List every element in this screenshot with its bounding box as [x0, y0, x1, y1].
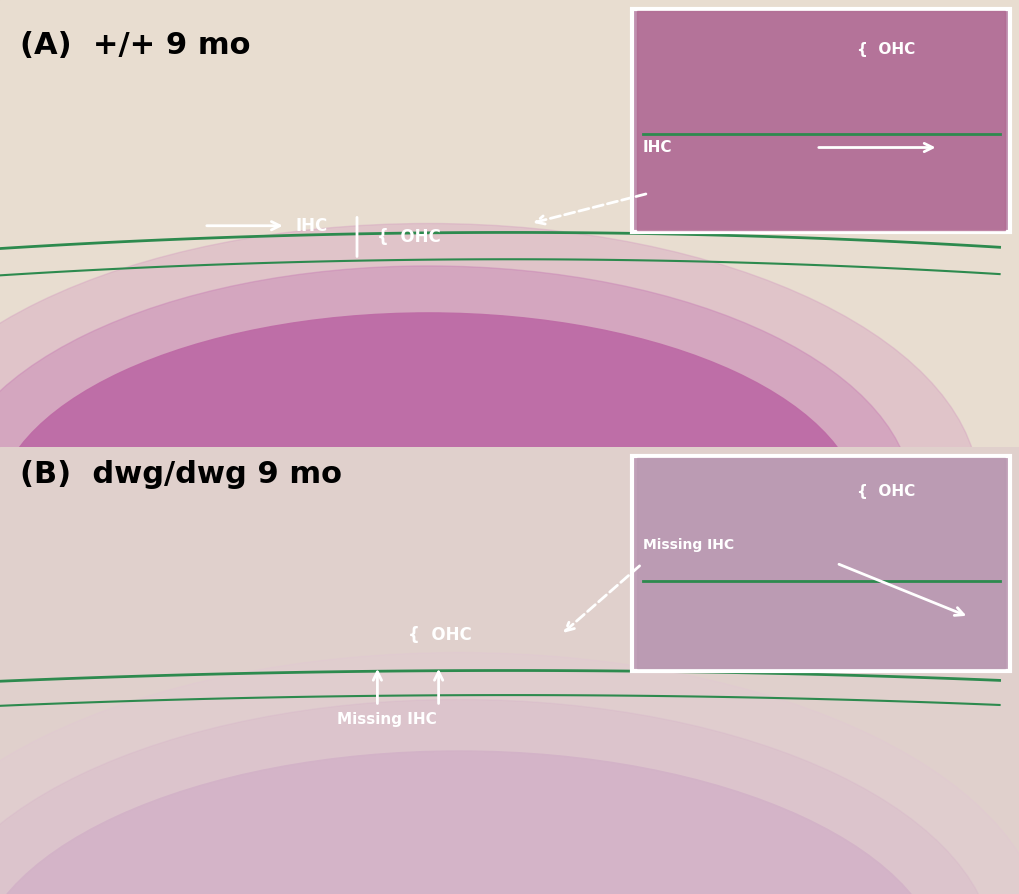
- Text: (A)  +/+ 9 mo: (A) +/+ 9 mo: [20, 31, 251, 60]
- Bar: [632, 456, 1009, 670]
- Text: {  OHC: { OHC: [856, 42, 914, 56]
- Ellipse shape: [0, 751, 943, 894]
- Text: {  OHC: { OHC: [408, 626, 472, 644]
- Text: {  OHC: { OHC: [377, 228, 441, 246]
- Text: IHC: IHC: [296, 216, 328, 235]
- Ellipse shape: [0, 313, 861, 715]
- Ellipse shape: [0, 266, 912, 735]
- Text: Missing IHC: Missing IHC: [642, 538, 733, 552]
- Text: {  OHC: { OHC: [856, 485, 914, 499]
- Ellipse shape: [0, 653, 1019, 894]
- Text: IHC: IHC: [642, 140, 672, 155]
- Ellipse shape: [0, 224, 978, 760]
- Bar: [632, 9, 1009, 232]
- Ellipse shape: [0, 700, 994, 894]
- Text: Missing IHC: Missing IHC: [336, 713, 436, 727]
- Text: (B)  dwg/dwg 9 mo: (B) dwg/dwg 9 mo: [20, 460, 342, 489]
- Bar: [637, 12, 1004, 231]
- Bar: [637, 458, 1004, 669]
